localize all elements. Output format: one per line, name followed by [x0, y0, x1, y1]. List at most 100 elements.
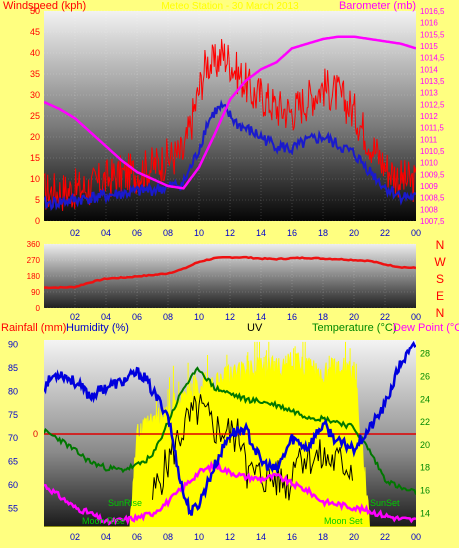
temperature-tick-24: 24: [420, 394, 430, 404]
sunrise-label: SunRise: [108, 498, 142, 508]
windspeed-tick-0: 0: [35, 216, 40, 226]
solar-trace-line: [152, 394, 353, 501]
humidity-tick-75: 75: [8, 410, 18, 420]
humidity-tick-65: 65: [8, 457, 18, 467]
windspeed-tick-5: 5: [35, 195, 40, 205]
windspeed-tick-50: 50: [30, 6, 40, 16]
time-tick-02: 02: [70, 228, 80, 238]
humidity-tick-60: 60: [8, 480, 18, 490]
barometer-tick: 1015,5: [420, 30, 445, 39]
humidity-axis-label: Humidity (%): [66, 322, 129, 334]
temperature-tick-26: 26: [420, 371, 430, 381]
barometer-tick: 1009: [420, 182, 438, 191]
windspeed-tick-45: 45: [30, 27, 40, 37]
barometer-tick: 1014: [420, 65, 438, 74]
windspeed-tick-15: 15: [30, 153, 40, 163]
time-tick-04: 04: [101, 532, 111, 542]
uv-spikes: [155, 341, 357, 413]
temperature-tick-20: 20: [420, 440, 430, 450]
barometer-tick: 1010,5: [420, 147, 445, 156]
windspeed-axis-label: Windspeed (kph): [3, 0, 86, 12]
chart-title: Meteo Station - 30 March 2013: [161, 1, 299, 12]
temperature-tick-16: 16: [420, 486, 430, 496]
windspeed-tick-35: 35: [30, 69, 40, 79]
humidity-tick-80: 80: [8, 386, 18, 396]
time-tick-22: 22: [380, 228, 390, 238]
time-tick-20: 20: [349, 312, 359, 322]
temperature-tick-18: 18: [420, 463, 430, 473]
windspeed-average-line: [44, 99, 416, 212]
time-tick-20: 20: [349, 532, 359, 542]
time-tick-08: 08: [163, 532, 173, 542]
time-tick-06: 06: [132, 312, 142, 322]
windspeed-axis-ticks: 0 5 10 15 20 25 30 35 40 45 50: [30, 6, 40, 226]
time-tick-12: 12: [225, 312, 235, 322]
humidity-axis-ticks: 55 60 65 70 75 80 85 90: [8, 340, 18, 514]
dewpoint-line: [44, 460, 416, 526]
rainfall-axis-label: Rainfall (mm): [1, 322, 66, 334]
windspeed-tick-30: 30: [30, 90, 40, 100]
windspeed-tick-25: 25: [30, 111, 40, 121]
windspeed-tick-10: 10: [30, 174, 40, 184]
barometer-tick: 1016,5: [420, 7, 445, 16]
barometer-tick: 1013: [420, 89, 438, 98]
time-tick-00: 00: [411, 228, 421, 238]
temp-humidity-uv-panel: 55 60 65 70 75 80 85 90 14 16 18 20 22 24 26 28 02 04 06…: [1, 322, 459, 542]
panel2-time-ticks: 02 04 06 08 10 12 14 16 18 20 22 00: [70, 312, 421, 322]
direction-tick-90: 90: [31, 288, 40, 297]
windspeed-tick-40: 40: [30, 48, 40, 58]
compass-N: N: [436, 238, 445, 252]
time-tick-08: 08: [163, 312, 173, 322]
time-tick-04: 04: [101, 312, 111, 322]
time-tick-10: 10: [194, 312, 204, 322]
time-tick-12: 12: [225, 532, 235, 542]
uv-axis-label: UV: [247, 322, 263, 334]
time-tick-10: 10: [194, 228, 204, 238]
temperature-line: [44, 366, 416, 495]
humidity-tick-70: 70: [8, 433, 18, 443]
time-tick-18: 18: [318, 228, 328, 238]
time-tick-22: 22: [380, 532, 390, 542]
barometer-tick: 1012,5: [420, 100, 445, 109]
compass-W: W: [434, 255, 446, 269]
barometer-axis-label: Barometer (mb): [339, 0, 416, 12]
time-tick-12: 12: [225, 228, 235, 238]
panel3-time-ticks: 02 04 06 08 10 12 14 16 18 20 22 00: [70, 532, 421, 542]
wind-direction-degree-ticks: 0 90 180 270 360: [27, 240, 41, 313]
panel1-time-ticks: 02 04 06 08 10 12 14 16 18 20 22 00: [70, 228, 421, 238]
rainfall-tick-zero: 0: [33, 429, 38, 439]
barometer-tick: 1009,5: [420, 170, 445, 179]
time-tick-02: 02: [70, 312, 80, 322]
humidity-tick-85: 85: [8, 363, 18, 373]
time-tick-00: 00: [411, 532, 421, 542]
time-tick-18: 18: [318, 532, 328, 542]
time-tick-20: 20: [349, 228, 359, 238]
panel2-background: [44, 244, 416, 308]
humidity-line: [44, 340, 416, 516]
time-tick-08: 08: [163, 228, 173, 238]
direction-tick-270: 270: [27, 256, 41, 265]
barometer-tick: 1015: [420, 42, 438, 51]
compass-E: E: [436, 289, 444, 303]
direction-tick-180: 180: [27, 272, 41, 281]
barometer-tick: 1012: [420, 112, 438, 121]
time-tick-22: 22: [380, 312, 390, 322]
time-tick-14: 14: [256, 228, 266, 238]
time-tick-14: 14: [256, 312, 266, 322]
moonrise-label: Moon Rise: [82, 516, 125, 526]
time-tick-06: 06: [132, 532, 142, 542]
time-tick-02: 02: [70, 532, 80, 542]
time-tick-18: 18: [318, 312, 328, 322]
time-tick-06: 06: [132, 228, 142, 238]
time-tick-16: 16: [287, 532, 297, 542]
humidity-tick-55: 55: [8, 503, 18, 513]
barometer-tick: 1008,5: [420, 194, 445, 203]
temperature-tick-22: 22: [420, 417, 430, 427]
time-tick-14: 14: [256, 532, 266, 542]
moonset-label: Moon Set: [324, 516, 363, 526]
direction-tick-360: 360: [27, 240, 41, 249]
direction-tick-0: 0: [36, 304, 41, 313]
wind-direction-line: [44, 255, 416, 290]
barometer-tick: 1011,5: [420, 124, 444, 133]
